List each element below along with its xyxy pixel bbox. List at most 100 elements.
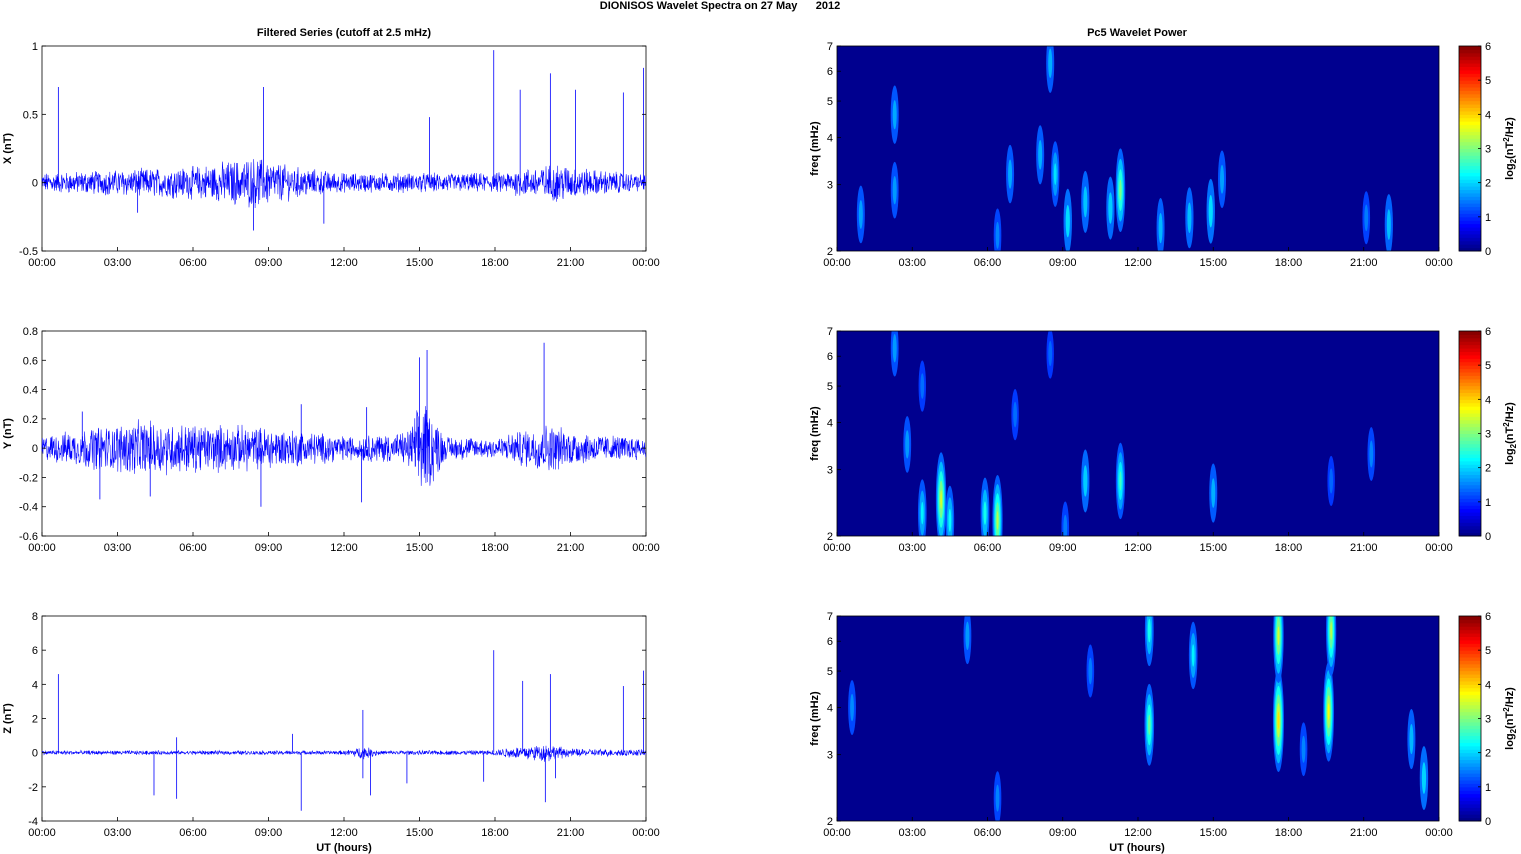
power-blob-z-13 [1419, 746, 1429, 810]
colorbar-tick-y-0: 0 [1485, 531, 1491, 543]
wp-z-xtick-2: 06:00 [974, 827, 1002, 839]
ts-z-xtick-0: 00:00 [28, 827, 56, 839]
colorbar-tick-x-4: 4 [1485, 109, 1491, 121]
freq-tick-x-5: 7 [827, 41, 833, 53]
freq-tick-x-3: 5 [827, 96, 833, 108]
power-blob-y-15 [1367, 427, 1376, 481]
ts-y-xtick-2: 06:00 [179, 542, 207, 554]
ytick-z-4: 4 [32, 679, 38, 691]
wavelet-panel-x: 2 3 4 5 6 7 00:00 03:00 06:00 09:00 12:00 15:00 18:0… [809, 41, 1518, 269]
power-blob-z-5 [1144, 616, 1154, 667]
power-blob-x-11 [1115, 148, 1126, 232]
power-blob-z-8 [1273, 616, 1284, 684]
ytick-y-3: 0 [32, 443, 38, 455]
colorbar-label-z: log2(nT2/Hz) [1502, 687, 1518, 750]
wp-y-xtick-1: 03:00 [898, 542, 926, 554]
wp-x-xtick-3: 09:00 [1049, 257, 1077, 269]
ts-z-xtick-6: 18:00 [481, 827, 509, 839]
ts-x-xtick-8: 00:00 [632, 257, 660, 269]
ts-z-xtick-2: 06:00 [179, 827, 207, 839]
power-blob-x-1 [890, 161, 899, 219]
power-blob-z-6 [1188, 621, 1198, 690]
power-blob-x-15 [1218, 150, 1227, 209]
colorbar-tick-z-3: 3 [1485, 714, 1491, 726]
ytick-z-3: 2 [32, 714, 38, 726]
colorbar-tick-y-4: 4 [1485, 394, 1491, 406]
ylabel-x: X (nT) [2, 133, 14, 164]
wp-x-xtick-1: 03:00 [898, 257, 926, 269]
colorbar-tick-x-1: 1 [1485, 212, 1491, 224]
trace-y [41, 406, 646, 486]
left-xlabel: UT (hours) [316, 842, 372, 854]
colorbar-z: 0 1 2 3 4 5 6 log2(nT2/Hz) [1458, 611, 1518, 828]
power-blob-x-8 [1063, 188, 1072, 251]
ytick-x-0: -0.5 [19, 246, 38, 258]
figure-title: DIONISOS Wavelet Spectra on 27 May 2012 [600, 0, 840, 12]
freq-tick-y-3: 5 [827, 381, 833, 393]
ytick-x-2: 0.5 [23, 109, 38, 121]
ytick-x-3: 1 [32, 41, 38, 53]
colorbar-tick-x-2: 2 [1485, 178, 1491, 190]
power-blob-x-6 [1046, 46, 1055, 93]
ts-y-xtick-6: 18:00 [481, 542, 509, 554]
timeseries-panel-y: -0.6 -0.4 -0.2 0 0.2 0.4 0.6 0.8 00:00 03:00 06:00… [2, 326, 660, 554]
ytick-y-6: 0.6 [23, 355, 38, 367]
power-blob-x-13 [1185, 187, 1194, 249]
wp-x-xtick-5: 15:00 [1199, 257, 1227, 269]
ytick-z-5: 6 [32, 645, 38, 657]
timeseries-panel-x: -0.5 0 0.5 1 00:00 03:00 06:00 09:00 12:00 15:00 1… [2, 41, 660, 269]
colorbar-tick-x-6: 6 [1485, 41, 1491, 53]
power-blob-z-2 [993, 771, 1002, 821]
power-blob-y-12 [1115, 442, 1126, 520]
ts-x-xtick-0: 00:00 [28, 257, 56, 269]
wavelet-background [837, 616, 1439, 821]
wp-y-xtick-3: 09:00 [1049, 542, 1077, 554]
power-blob-x-14 [1206, 178, 1215, 244]
ts-x-xtick-1: 03:00 [104, 257, 132, 269]
ts-x-xtick-6: 18:00 [481, 257, 509, 269]
colorbar-tick-y-5: 5 [1485, 360, 1491, 372]
wavelet-background [837, 331, 1439, 536]
ytick-z-0: -4 [28, 816, 38, 828]
ts-z-xtick-8: 00:00 [632, 827, 660, 839]
ytick-y-0: -0.6 [19, 531, 38, 543]
freq-tick-z-1: 3 [827, 750, 833, 762]
ts-z-xtick-3: 09:00 [255, 827, 283, 839]
power-blob-y-13 [1209, 463, 1218, 523]
ts-y-xtick-8: 00:00 [632, 542, 660, 554]
freq-tick-z-3: 5 [827, 666, 833, 678]
ts-x-xtick-3: 09:00 [255, 257, 283, 269]
colorbar-x: 0 1 2 3 4 5 6 log2(nT2/Hz) [1458, 41, 1518, 258]
freq-tick-x-0: 2 [827, 246, 833, 258]
wp-z-xtick-0: 00:00 [823, 827, 851, 839]
power-blob-z-1 [963, 616, 972, 665]
power-blob-y-5 [918, 360, 926, 412]
wp-x-xtick-6: 18:00 [1275, 257, 1303, 269]
colorbar-tick-y-1: 1 [1485, 497, 1491, 509]
ytick-y-2: -0.2 [19, 472, 38, 484]
ts-x-xtick-7: 21:00 [557, 257, 585, 269]
power-blob-z-3 [1086, 644, 1095, 698]
colorbar-tick-x-0: 0 [1485, 246, 1491, 258]
colorbar-tick-x-5: 5 [1485, 75, 1491, 87]
power-blob-z-9 [1299, 722, 1308, 777]
trace-x [41, 159, 647, 209]
wp-y-xtick-2: 06:00 [974, 542, 1002, 554]
wp-z-xtick-6: 18:00 [1275, 827, 1303, 839]
power-blob-y-1 [903, 416, 912, 473]
ts-z-xtick-4: 12:00 [330, 827, 358, 839]
power-blob-z-11 [1326, 616, 1337, 677]
ts-y-xtick-0: 00:00 [28, 542, 56, 554]
wp-z-xtick-8: 00:00 [1425, 827, 1453, 839]
ts-y-xtick-4: 12:00 [330, 542, 358, 554]
freq-label-x: freq (mHz) [809, 121, 821, 176]
ytick-z-2: 0 [32, 748, 38, 760]
colorbar-tick-z-2: 2 [1485, 748, 1491, 760]
ytick-y-4: 0.2 [23, 414, 38, 426]
wp-y-xtick-0: 00:00 [823, 542, 851, 554]
power-blob-y-14 [1327, 455, 1335, 507]
colorbar-tick-y-2: 2 [1485, 463, 1491, 475]
power-blob-x-10 [1106, 176, 1115, 240]
power-blob-y-10 [1061, 501, 1070, 536]
colorbar-tick-x-3: 3 [1485, 144, 1491, 156]
